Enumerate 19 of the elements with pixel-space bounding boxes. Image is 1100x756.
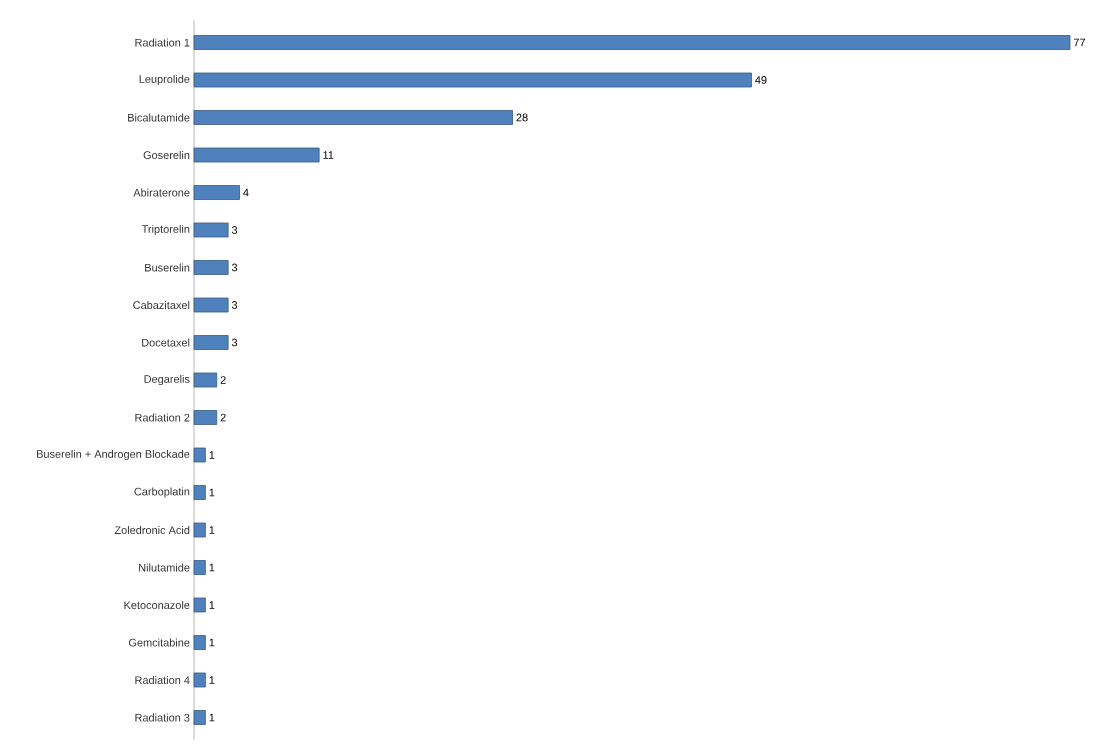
bar <box>193 710 206 725</box>
bar <box>193 260 229 275</box>
bar <box>193 522 206 538</box>
bar <box>193 672 206 688</box>
bar <box>193 560 206 575</box>
bar <box>193 485 206 500</box>
bar <box>193 635 206 650</box>
bar <box>193 185 240 200</box>
bar <box>193 222 229 238</box>
bar <box>193 35 1071 50</box>
bar <box>193 372 218 388</box>
bar <box>193 410 218 425</box>
bar <box>193 597 206 613</box>
bar <box>193 447 206 463</box>
bar <box>193 147 320 163</box>
bar <box>193 110 513 125</box>
bar <box>193 72 752 88</box>
bar <box>193 335 229 350</box>
bar <box>193 297 229 313</box>
